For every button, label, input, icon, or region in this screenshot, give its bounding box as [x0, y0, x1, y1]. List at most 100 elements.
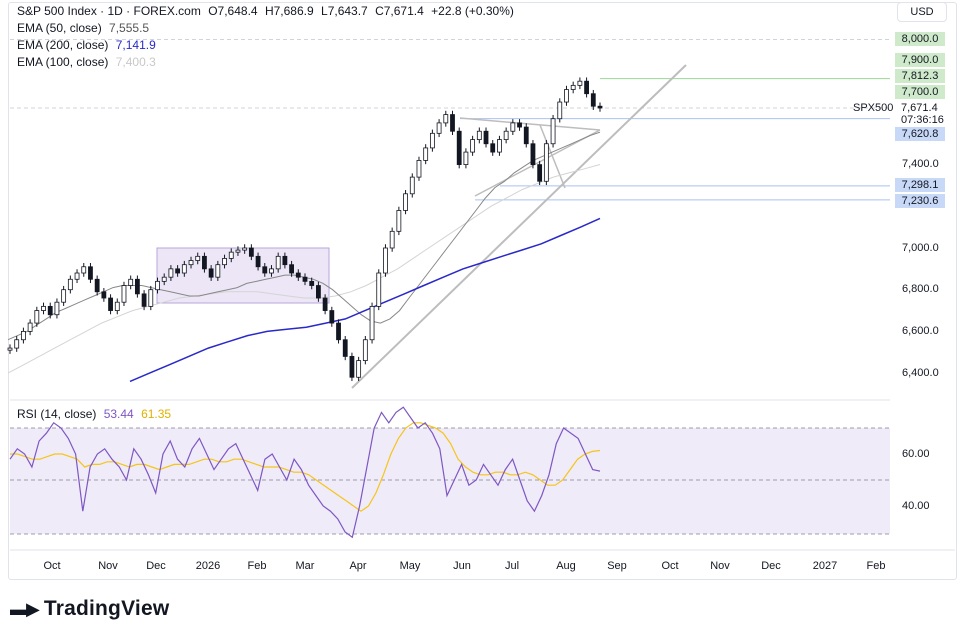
- candle-body: [503, 130, 509, 140]
- level-label: 7,900.0: [895, 53, 945, 67]
- time-tick: Jun: [453, 560, 471, 572]
- legend-ema100[interactable]: EMA (100, close) 7,400.3: [17, 55, 156, 69]
- rsi-ma-line: [10, 422, 601, 512]
- legend-ema200[interactable]: EMA (200, close) 7,141.9: [17, 38, 156, 52]
- candle-body: [54, 301, 60, 316]
- symbol-tag: SPX500: [853, 102, 894, 114]
- candle-body: [14, 339, 20, 349]
- candle-body: [476, 130, 482, 140]
- time-tick: Nov: [98, 560, 118, 572]
- time-tick: Dec: [146, 560, 166, 572]
- symbol-title: S&P 500 Index · 1D · FOREX.com: [17, 4, 201, 18]
- candle-body: [81, 266, 87, 274]
- candle-body: [443, 114, 449, 124]
- candle-body: [490, 143, 496, 153]
- level-label: 8,000.0: [895, 32, 945, 46]
- candle-body: [557, 101, 563, 120]
- candle-body: [34, 310, 40, 324]
- candle-body: [517, 122, 522, 128]
- ema50-value: 7,555.5: [109, 21, 150, 35]
- candle-body: [74, 272, 80, 280]
- time-tick: Dec: [761, 560, 781, 572]
- candle-body: [121, 285, 127, 303]
- legend-ema50[interactable]: EMA (50, close) 7,555.5: [17, 21, 150, 35]
- currency-button[interactable]: USD: [897, 2, 947, 22]
- candle-body: [255, 255, 261, 268]
- rsi-band: [10, 428, 890, 534]
- chart-frame: [8, 2, 957, 580]
- candle-body: [114, 301, 120, 311]
- time-tick: Apr: [349, 560, 367, 572]
- time-tick: Feb: [247, 560, 267, 572]
- triangle-upper-line: [459, 117, 601, 131]
- candle-body: [429, 132, 435, 149]
- legend-header: S&P 500 Index · 1D · FOREX.com O7,648.4 …: [17, 4, 514, 18]
- candle-body: [41, 305, 46, 311]
- level-label: 7,812.3: [895, 69, 945, 83]
- candle-body: [101, 291, 107, 299]
- rising-trendline: [351, 64, 687, 389]
- level-label: 7,230.6: [895, 194, 945, 208]
- candle-body: [215, 264, 221, 278]
- candle-body: [497, 139, 502, 153]
- triangle-lower-line: [474, 129, 601, 197]
- ohlc-close: C7,671.4: [375, 4, 424, 18]
- rsi-tick: 60.00: [902, 448, 930, 460]
- candle-body: [456, 130, 462, 166]
- candle-body: [128, 278, 134, 286]
- time-tick: Mar: [295, 560, 315, 572]
- legend-rsi[interactable]: RSI (14, close) 53.44 61.35: [17, 407, 172, 421]
- price-tick: 7,000.0: [902, 242, 939, 254]
- time-tick: Oct: [661, 560, 679, 572]
- candle-body: [423, 147, 429, 161]
- candle-body: [342, 339, 348, 357]
- tradingview-logo: ▬▶ TradingView: [10, 597, 170, 620]
- candle-body: [202, 255, 207, 270]
- candle-body: [369, 305, 375, 341]
- candle-body: [436, 122, 442, 134]
- candle-body: [336, 322, 341, 341]
- candle-body: [7, 347, 13, 351]
- time-tick: 2026: [195, 560, 221, 572]
- candle-body: [530, 143, 536, 166]
- candle-body: [141, 293, 147, 307]
- candle-body: [208, 268, 214, 278]
- candle-body: [564, 89, 569, 103]
- candle-body: [168, 268, 174, 278]
- candle-body: [21, 330, 26, 341]
- candle-body: [94, 278, 100, 293]
- tradingview-logo-icon: ▬▶: [10, 599, 40, 619]
- ohlc-low: L7,643.7: [321, 4, 368, 18]
- time-tick: Aug: [556, 560, 576, 572]
- ema200-line: [129, 217, 601, 383]
- candle-body: [27, 322, 33, 332]
- candle-body: [523, 126, 529, 145]
- candle-body: [235, 249, 241, 253]
- candle-body: [537, 164, 543, 182]
- candle-body: [188, 260, 194, 266]
- candle-body: [134, 278, 140, 295]
- candle-body: [362, 339, 368, 361]
- time-tick: Oct: [43, 560, 61, 572]
- candle-body: [88, 266, 93, 280]
- candle-body: [584, 80, 589, 95]
- candle-body: [67, 278, 73, 291]
- candle-body: [262, 266, 268, 274]
- candle-body: [597, 105, 603, 109]
- candle-body: [483, 130, 489, 145]
- time-tick: Feb: [866, 560, 886, 572]
- level-label: 7,620.8: [895, 127, 945, 141]
- ohlc-open: O7,648.4: [208, 4, 258, 18]
- candle-body: [289, 264, 294, 274]
- candle-body: [376, 272, 382, 307]
- candle-body: [181, 264, 187, 274]
- time-tick: Sep: [607, 560, 627, 572]
- level-label: 7,700.0: [895, 85, 945, 99]
- candle-body: [195, 255, 201, 261]
- candle-body: [148, 289, 154, 307]
- candle-body: [242, 247, 248, 251]
- candle-body: [248, 247, 254, 257]
- candle-body: [228, 251, 234, 259]
- rsi-value: 53.44: [103, 407, 134, 421]
